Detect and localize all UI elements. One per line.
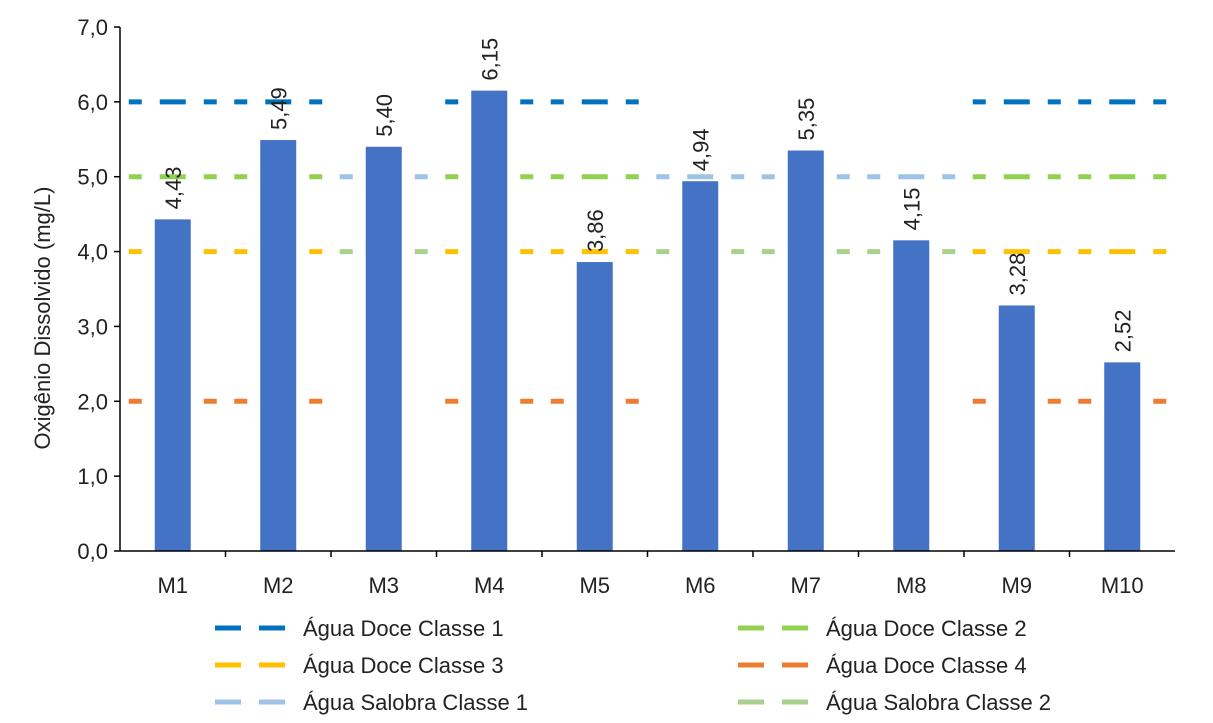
bar-M9 (998, 305, 1035, 551)
bar-M10 (1104, 362, 1141, 551)
bar-M4 (471, 90, 508, 551)
x-tick-label: M3 (368, 573, 399, 598)
bar-M6 (682, 181, 719, 551)
data-label: 4,15 (899, 188, 924, 231)
x-tick-label: M8 (896, 573, 927, 598)
y-tick-label: 4,0 (77, 240, 108, 265)
y-tick-label: 6,0 (77, 90, 108, 115)
x-tick-label: M7 (790, 573, 821, 598)
data-label: 4,94 (688, 128, 713, 171)
y-tick-label: 1,0 (77, 464, 108, 489)
data-labels: 4,43 5,49 5,40 6,15 3,86 4,94 5,35 4,15 3,28 2,52 (161, 38, 1136, 353)
x-tick-label: M1 (157, 573, 188, 598)
legend-label: Água Doce Classe 1 (303, 616, 504, 641)
data-label: 5,40 (372, 94, 397, 137)
bars (154, 90, 1141, 552)
bar-M3 (365, 146, 402, 551)
legend-label: Água Doce Classe 2 (826, 616, 1027, 641)
x-tick-label: M9 (1001, 573, 1032, 598)
data-label: 5,49 (266, 87, 291, 130)
legend: Água Doce Classe 1 Água Doce Classe 2 Água… (215, 616, 1051, 715)
bar-M2 (260, 140, 297, 551)
y-tick-label: 5,0 (77, 165, 108, 190)
data-label: 3,86 (583, 209, 608, 252)
x-tick-label: M2 (263, 573, 294, 598)
x-tick-label: M5 (579, 573, 610, 598)
legend-label: Água Doce Classe 3 (303, 653, 504, 678)
y-tick-label: 3,0 (77, 314, 108, 339)
bar-M7 (787, 150, 824, 551)
y-tick-label: 7,0 (77, 15, 108, 40)
legend-label: Água Salobra Classe 2 (826, 690, 1051, 715)
x-tick-label: M4 (474, 573, 505, 598)
legend-label: Água Doce Classe 4 (826, 653, 1027, 678)
bar-M8 (893, 240, 930, 552)
data-label: 5,35 (794, 98, 819, 141)
y-tick-label: 0,0 (77, 539, 108, 564)
data-label: 2,52 (1110, 310, 1135, 353)
bar-M1 (154, 219, 191, 551)
bar-M5 (576, 262, 613, 551)
y-axis-title: Oxigênio Dissolvido (mg/L) (30, 187, 55, 450)
legend-label: Água Salobra Classe 1 (303, 690, 528, 715)
x-tick-label: M6 (685, 573, 716, 598)
data-label: 6,15 (477, 38, 502, 81)
axes: 0,0 1,0 2,0 3,0 4,0 5,0 6,0 7,0 M1 M2 M3 M4 M5 M6 M7 M8… (77, 15, 1175, 598)
data-label: 3,28 (1005, 253, 1030, 296)
y-tick-label: 2,0 (77, 389, 108, 414)
x-tick-label: M10 (1101, 573, 1144, 598)
data-label: 4,43 (161, 167, 186, 210)
